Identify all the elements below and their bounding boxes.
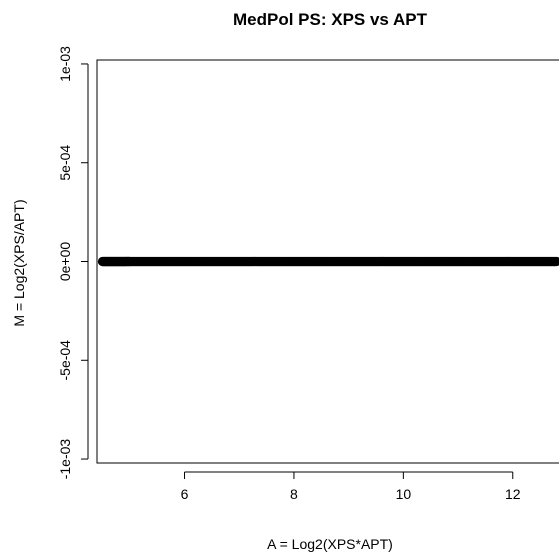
y-axis: -1e-03 -5e-04 0e+00 5e-04 1e-03: [57, 46, 89, 480]
x-tick-label: 10: [396, 486, 412, 502]
plot-frame: [96, 59, 559, 464]
y-axis-label: M = Log2(XPS/APT): [11, 199, 27, 326]
x-axis: 6 8 10 12: [181, 471, 521, 502]
x-tick-label: 8: [290, 486, 298, 502]
y-tick-label: 5e-04: [57, 145, 73, 181]
data-point: [551, 256, 559, 267]
y-tick-label: 1e-03: [57, 46, 73, 82]
x-tick-label: 6: [181, 486, 189, 502]
data-points: [97, 256, 559, 267]
y-tick-label: -1e-03: [57, 439, 73, 480]
x-tick-label: 12: [505, 486, 521, 502]
y-tick-label: 0e+00: [57, 242, 73, 282]
x-axis-label: A = Log2(XPS*APT): [267, 536, 393, 552]
y-tick-label: -5e-04: [57, 340, 73, 381]
chart-title: MedPol PS: XPS vs APT: [233, 10, 428, 29]
